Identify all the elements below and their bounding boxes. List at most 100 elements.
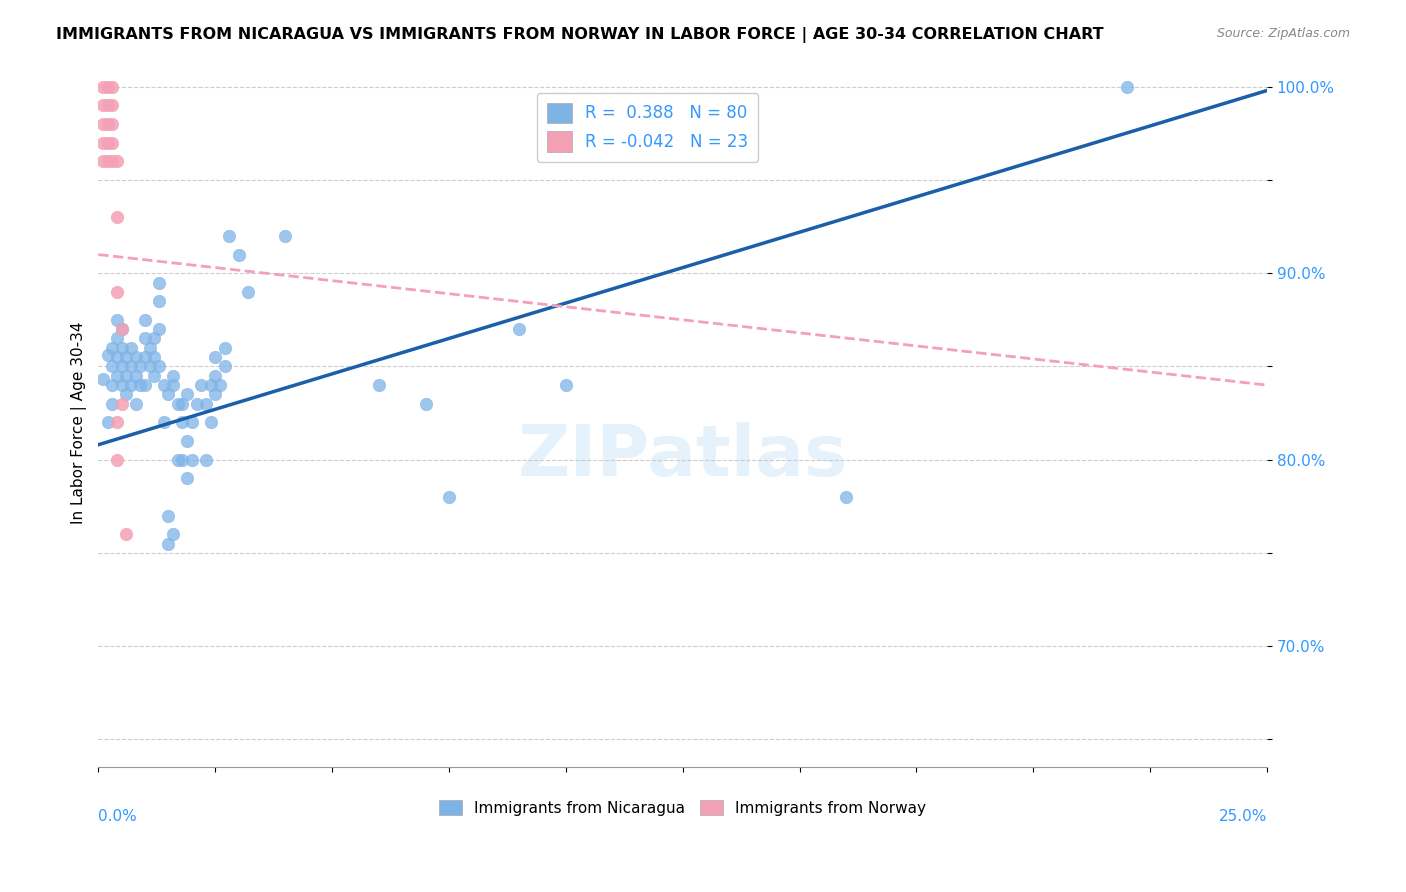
Text: 0.0%: 0.0% xyxy=(98,809,138,823)
Point xyxy=(105,415,128,429)
Point xyxy=(91,154,114,169)
Point xyxy=(218,228,240,243)
Point xyxy=(274,228,297,243)
Point xyxy=(148,322,170,336)
Point xyxy=(166,397,188,411)
Point xyxy=(125,350,148,364)
Point xyxy=(204,350,226,364)
Point xyxy=(236,285,259,299)
Y-axis label: In Labor Force | Age 30-34: In Labor Force | Age 30-34 xyxy=(72,321,87,524)
Point xyxy=(152,415,174,429)
Point xyxy=(186,397,208,411)
Point xyxy=(162,368,184,383)
Point xyxy=(172,415,194,429)
Point xyxy=(204,387,226,401)
Point xyxy=(200,415,222,429)
Point xyxy=(101,341,124,355)
Text: IMMIGRANTS FROM NICARAGUA VS IMMIGRANTS FROM NORWAY IN LABOR FORCE | AGE 30-34 C: IMMIGRANTS FROM NICARAGUA VS IMMIGRANTS … xyxy=(56,27,1104,43)
Point xyxy=(134,331,156,345)
Point xyxy=(180,452,202,467)
Point xyxy=(125,368,148,383)
Point xyxy=(437,490,460,504)
Point xyxy=(143,368,166,383)
Point xyxy=(139,359,162,374)
Point xyxy=(176,434,198,448)
Point xyxy=(190,378,212,392)
Point xyxy=(97,79,120,94)
Point xyxy=(111,322,134,336)
Point xyxy=(97,415,120,429)
Point xyxy=(105,452,128,467)
Point xyxy=(91,372,114,386)
Point xyxy=(162,527,184,541)
Point xyxy=(105,211,128,225)
Point xyxy=(157,387,180,401)
Point xyxy=(129,378,152,392)
Text: ZIPatlas: ZIPatlas xyxy=(517,422,848,491)
Point xyxy=(115,350,138,364)
Point xyxy=(148,359,170,374)
Point xyxy=(115,368,138,383)
Point xyxy=(105,313,128,327)
Point xyxy=(101,79,124,94)
Point xyxy=(105,331,128,345)
Point xyxy=(101,154,124,169)
Point xyxy=(214,359,236,374)
Point xyxy=(194,397,217,411)
Point xyxy=(152,378,174,392)
Point xyxy=(204,368,226,383)
Point xyxy=(91,117,114,131)
Point xyxy=(120,359,142,374)
Point xyxy=(134,350,156,364)
Point xyxy=(105,285,128,299)
Point xyxy=(91,98,114,112)
Point xyxy=(367,378,389,392)
Point xyxy=(97,136,120,150)
Point xyxy=(115,527,138,541)
Legend: Immigrants from Nicaragua, Immigrants from Norway: Immigrants from Nicaragua, Immigrants fr… xyxy=(433,794,932,822)
Point xyxy=(228,247,250,261)
Point xyxy=(554,378,576,392)
Point xyxy=(101,117,124,131)
Point xyxy=(176,387,198,401)
Point xyxy=(172,452,194,467)
Point xyxy=(115,387,138,401)
Text: Source: ZipAtlas.com: Source: ZipAtlas.com xyxy=(1216,27,1350,40)
Point xyxy=(111,378,134,392)
Point xyxy=(101,397,124,411)
Point xyxy=(148,294,170,309)
Point xyxy=(101,98,124,112)
Point xyxy=(139,341,162,355)
Point xyxy=(120,378,142,392)
Point xyxy=(194,452,217,467)
Point xyxy=(134,378,156,392)
Point xyxy=(101,378,124,392)
Point xyxy=(111,397,134,411)
Point xyxy=(143,331,166,345)
Point xyxy=(166,452,188,467)
Point xyxy=(105,368,128,383)
Point xyxy=(111,341,134,355)
Point xyxy=(97,117,120,131)
Point xyxy=(148,276,170,290)
Point xyxy=(97,348,120,362)
Point xyxy=(415,397,437,411)
Point xyxy=(134,313,156,327)
Point xyxy=(214,341,236,355)
Point xyxy=(200,378,222,392)
Point xyxy=(1115,79,1137,94)
Point xyxy=(157,508,180,523)
Point xyxy=(125,397,148,411)
Point xyxy=(129,359,152,374)
Text: 25.0%: 25.0% xyxy=(1219,809,1267,823)
Point xyxy=(111,359,134,374)
Point xyxy=(180,415,202,429)
Point xyxy=(101,359,124,374)
Point xyxy=(97,154,120,169)
Point xyxy=(162,378,184,392)
Point xyxy=(208,378,231,392)
Point xyxy=(508,322,530,336)
Point xyxy=(105,350,128,364)
Point xyxy=(91,79,114,94)
Point xyxy=(120,341,142,355)
